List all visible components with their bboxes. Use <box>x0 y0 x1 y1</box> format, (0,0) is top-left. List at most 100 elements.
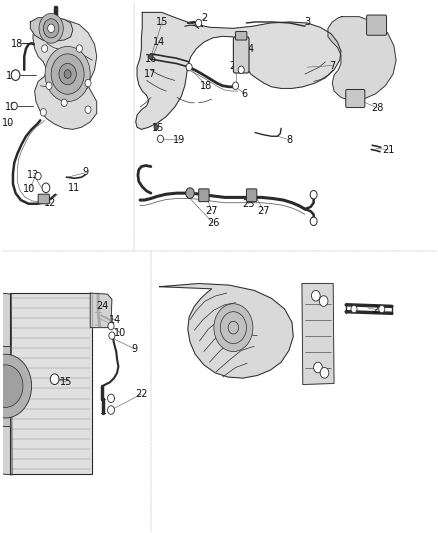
Circle shape <box>42 183 50 192</box>
Polygon shape <box>136 12 341 130</box>
Text: 14: 14 <box>152 37 165 47</box>
FancyBboxPatch shape <box>236 31 247 40</box>
Text: 23: 23 <box>373 305 385 315</box>
Circle shape <box>48 24 55 33</box>
Text: 22: 22 <box>135 389 148 399</box>
Text: 15: 15 <box>60 377 73 387</box>
Text: 13: 13 <box>27 170 39 180</box>
Circle shape <box>149 54 153 59</box>
Circle shape <box>11 102 18 110</box>
Circle shape <box>64 70 71 78</box>
FancyBboxPatch shape <box>247 189 257 201</box>
Text: 3: 3 <box>304 17 310 27</box>
Text: 11: 11 <box>68 183 80 193</box>
Circle shape <box>310 217 317 225</box>
Text: 12: 12 <box>44 198 57 208</box>
Text: 19: 19 <box>173 135 185 145</box>
Text: 13: 13 <box>6 71 18 81</box>
Polygon shape <box>302 284 334 384</box>
Polygon shape <box>328 17 396 101</box>
Text: 17: 17 <box>144 69 156 79</box>
Circle shape <box>42 45 48 52</box>
Text: 1: 1 <box>241 57 247 67</box>
Circle shape <box>43 19 59 38</box>
Circle shape <box>186 63 192 71</box>
Text: 2: 2 <box>201 13 208 23</box>
FancyBboxPatch shape <box>346 90 365 108</box>
Polygon shape <box>1 293 12 475</box>
Polygon shape <box>159 284 293 378</box>
Circle shape <box>0 354 32 418</box>
Bar <box>10 293 92 474</box>
Text: 24: 24 <box>96 301 109 311</box>
Text: 14: 14 <box>109 314 121 325</box>
Text: 25: 25 <box>242 199 255 209</box>
Text: 10: 10 <box>22 184 35 195</box>
FancyBboxPatch shape <box>199 189 209 201</box>
Text: 14: 14 <box>52 20 64 30</box>
Circle shape <box>0 365 23 407</box>
Circle shape <box>314 362 322 373</box>
Text: 10: 10 <box>2 118 14 128</box>
Circle shape <box>220 312 247 344</box>
Text: 6: 6 <box>241 88 247 99</box>
Circle shape <box>186 188 194 198</box>
Circle shape <box>46 82 52 90</box>
Text: 15: 15 <box>155 17 168 27</box>
FancyBboxPatch shape <box>233 37 249 73</box>
Circle shape <box>108 322 114 330</box>
Circle shape <box>351 305 357 313</box>
Circle shape <box>311 290 320 301</box>
Text: 27: 27 <box>205 206 218 216</box>
Circle shape <box>39 13 64 43</box>
Circle shape <box>320 368 329 378</box>
Text: 28: 28 <box>371 103 384 113</box>
Text: 15: 15 <box>152 123 165 133</box>
Circle shape <box>109 332 115 340</box>
Text: 8: 8 <box>287 135 293 145</box>
Polygon shape <box>90 293 112 328</box>
Circle shape <box>228 321 239 334</box>
Circle shape <box>40 109 46 116</box>
Circle shape <box>35 172 41 180</box>
Circle shape <box>310 190 317 199</box>
Circle shape <box>157 135 163 143</box>
Circle shape <box>379 305 385 313</box>
Circle shape <box>76 45 82 52</box>
Text: 9: 9 <box>83 167 89 177</box>
Circle shape <box>108 406 114 414</box>
Circle shape <box>319 296 328 306</box>
Text: 4: 4 <box>247 44 254 53</box>
Circle shape <box>238 66 244 74</box>
Text: 20: 20 <box>230 61 242 71</box>
Circle shape <box>196 19 202 27</box>
Text: 16: 16 <box>145 54 157 64</box>
FancyBboxPatch shape <box>38 194 49 204</box>
Circle shape <box>51 54 84 94</box>
Circle shape <box>61 99 67 107</box>
Text: 18: 18 <box>11 39 24 49</box>
Circle shape <box>50 374 59 384</box>
Circle shape <box>214 304 253 352</box>
Text: 21: 21 <box>382 144 395 155</box>
Circle shape <box>154 125 158 130</box>
Text: 9: 9 <box>131 344 138 354</box>
Circle shape <box>59 63 76 85</box>
Polygon shape <box>33 18 97 130</box>
Text: 19: 19 <box>5 102 18 112</box>
Text: 27: 27 <box>258 206 270 216</box>
Text: 18: 18 <box>200 81 212 91</box>
Circle shape <box>85 106 91 114</box>
FancyBboxPatch shape <box>367 15 387 35</box>
Circle shape <box>233 82 239 90</box>
Text: 10: 10 <box>114 328 127 338</box>
Text: 7: 7 <box>329 61 335 70</box>
Text: 26: 26 <box>207 218 219 228</box>
Text: 5: 5 <box>365 23 371 34</box>
Circle shape <box>45 46 90 102</box>
Polygon shape <box>30 18 73 41</box>
Circle shape <box>108 394 114 402</box>
Circle shape <box>11 70 20 80</box>
Polygon shape <box>1 346 10 426</box>
Circle shape <box>85 79 91 87</box>
